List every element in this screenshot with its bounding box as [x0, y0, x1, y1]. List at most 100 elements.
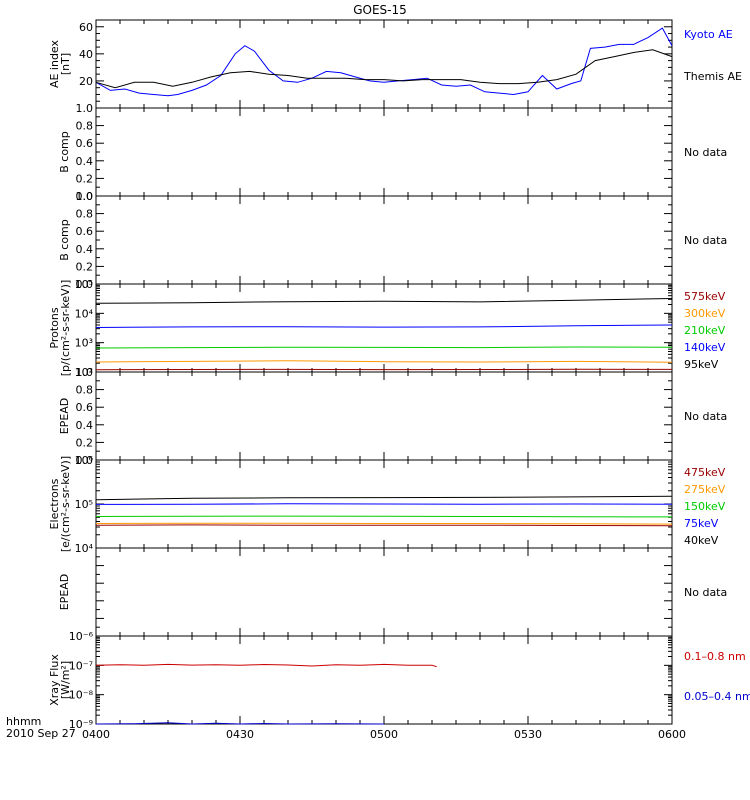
no-data-label: No data	[684, 234, 727, 247]
y-tick-label: 10⁶	[75, 454, 94, 467]
y-axis-label: [W/m²]	[59, 661, 72, 699]
panel-frame	[95, 107, 673, 197]
y-tick-label: 10⁻⁹	[69, 718, 93, 731]
no-data-label: No data	[684, 146, 727, 159]
panel-4: 10² 10³ 10⁴ 10⁵ Protons[p/(cm²-s-sr-keV)] 95k…	[48, 278, 726, 379]
series-line-40kev	[95, 495, 673, 501]
legend-label: 275keV	[684, 483, 726, 496]
y-tick-label: 0.6	[76, 137, 94, 150]
y-tick-label: 40	[79, 48, 93, 61]
legend-label: 40keV	[684, 534, 719, 547]
series-line-275kev	[95, 522, 673, 525]
chart-title: GOES-15	[353, 3, 407, 17]
time-axis-date-label: 2010 Sep 27	[6, 727, 76, 740]
y-tick-label: 0.8	[76, 208, 94, 221]
y-axis-label: B comp	[58, 219, 71, 261]
legend-label: 0.1–0.8 nm	[684, 650, 746, 663]
panel-3: 0.0 0.2 0.4 0.6 0.8 1.0 B comp No data	[58, 190, 727, 291]
y-tick-label: 10⁴	[75, 307, 94, 320]
series-line-140kev	[95, 324, 673, 328]
panel-frame	[95, 371, 673, 461]
y-axis-label: [e/(cm²-s-sr-keV)]	[59, 456, 72, 552]
y-axis-label: [p/(cm²-s-sr-keV)]	[59, 280, 72, 377]
y-tick-label: 10³	[75, 337, 93, 350]
panel-8: 10⁻⁹ 10⁻⁸ 10⁻⁷ 10⁻⁶ Xray Flux[W/m²] 0.1–0.8 n…	[48, 630, 750, 731]
y-tick-label: 0.0	[76, 454, 94, 467]
panel-1: 20 40 60 AE index[nT] Kyoto AE Themis AE	[48, 19, 742, 109]
panel-5: 0.0 0.2 0.4 0.6 0.8 1.0 EPEAD No data	[58, 366, 727, 467]
y-tick-label: 1.0	[76, 102, 94, 115]
legend-label: 150keV	[684, 500, 726, 513]
y-axis-label: B comp	[58, 131, 71, 173]
y-axis-label: [nT]	[59, 53, 72, 75]
y-tick-label: 0.8	[76, 384, 94, 397]
panel-2: 0.0 0.2 0.4 0.6 0.8 1.0 B comp No data	[58, 102, 727, 203]
y-tick-label: 0.0	[76, 190, 94, 203]
time-axis: 0400 0430 0500 0530 0600	[82, 728, 686, 741]
legend-label: 575keV	[684, 290, 726, 303]
y-axis-label: AE index	[48, 39, 61, 88]
legend-label: 75keV	[684, 517, 719, 530]
series-line-75kev	[95, 503, 673, 505]
y-tick-label: 10⁻⁶	[69, 630, 94, 643]
series-line-themis-ae	[95, 49, 673, 89]
series-line-475kev	[95, 524, 673, 527]
y-tick-label: 60	[79, 21, 93, 34]
legend-label: 0.05–0.4 nm	[684, 690, 750, 703]
panel-7: EPEAD No data	[58, 547, 727, 637]
no-data-label: No data	[684, 586, 727, 599]
series-line-0-05-0-4-nm	[95, 722, 385, 725]
x-tick-label: 0530	[514, 728, 542, 741]
y-tick-label: 1.0	[76, 190, 94, 203]
y-axis-label: Protons	[48, 307, 61, 348]
y-tick-label: 0.4	[76, 419, 94, 432]
legend-label: 210keV	[684, 324, 726, 337]
y-tick-label: 0.4	[76, 243, 94, 256]
y-tick-label: 0.0	[76, 278, 94, 291]
y-tick-label: 10⁻⁸	[69, 689, 94, 702]
y-tick-label: 0.8	[76, 120, 94, 133]
y-axis-label: EPEAD	[58, 574, 71, 611]
y-tick-label: 0.2	[76, 172, 94, 185]
y-tick-label: 0.2	[76, 436, 94, 449]
legend-label: Themis AE	[683, 70, 742, 83]
legend-label: 95keV	[684, 358, 719, 371]
x-tick-label: 0500	[370, 728, 398, 741]
series-line-300kev	[95, 360, 673, 363]
legend-label: 140keV	[684, 341, 726, 354]
y-tick-label: 10⁻⁷	[69, 659, 93, 672]
legend-label: 300keV	[684, 307, 726, 320]
y-tick-label: 0.2	[76, 260, 94, 273]
y-axis-label: Electrons	[48, 478, 61, 529]
y-tick-label: 20	[79, 75, 93, 88]
y-tick-label: 10⁵	[75, 278, 93, 291]
y-tick-label: 10⁴	[75, 542, 94, 555]
legend-label: Kyoto AE	[684, 28, 733, 41]
panel-frame	[95, 635, 673, 725]
x-tick-label: 0600	[658, 728, 686, 741]
panel-frame	[95, 283, 673, 373]
y-tick-label: 10²	[75, 366, 93, 379]
y-axis-label: EPEAD	[58, 398, 71, 435]
x-tick-label: 0400	[82, 728, 110, 741]
y-tick-label: 0.6	[76, 401, 94, 414]
y-tick-label: 10⁵	[75, 498, 93, 511]
series-line-95kev	[95, 298, 673, 304]
y-axis-label: Xray Flux	[48, 654, 61, 706]
series-line-210kev	[95, 346, 673, 349]
panel-frame	[95, 195, 673, 285]
y-tick-label: 1.0	[76, 366, 94, 379]
series-line-150kev	[95, 515, 673, 518]
series-line-0-1-0-8-nm	[95, 663, 437, 668]
no-data-label: No data	[684, 410, 727, 423]
y-tick-label: 0.6	[76, 225, 94, 238]
y-tick-label: 0.4	[76, 155, 94, 168]
legend-label: 475keV	[684, 466, 726, 479]
panel-6: 10⁴ 10⁵ 10⁶ Electrons[e/(cm²-s-sr-keV)] 40ke…	[48, 454, 726, 555]
series-line-kyoto-ae	[95, 27, 673, 97]
panel-frame	[95, 547, 673, 637]
x-tick-label: 0430	[226, 728, 254, 741]
time-axis-corner-label: hhmm	[6, 715, 41, 728]
